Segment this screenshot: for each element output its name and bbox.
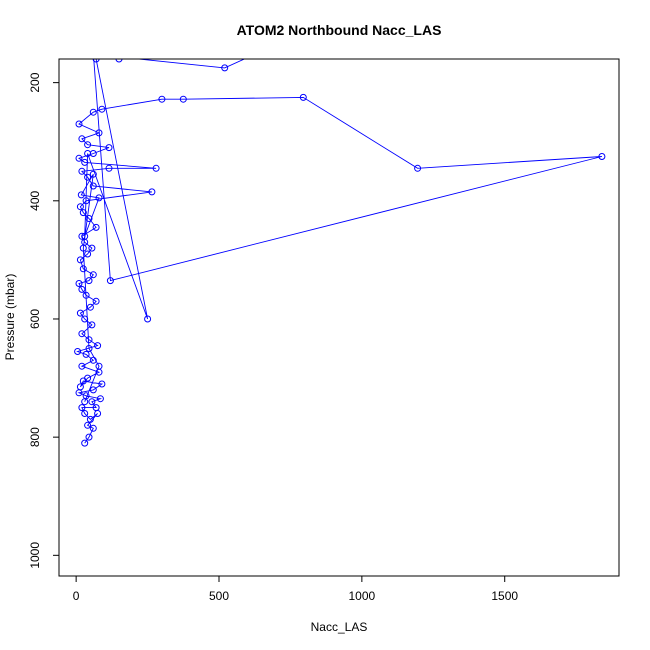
data-point (148, 188, 156, 196)
data-point (95, 129, 103, 137)
data-point (89, 356, 97, 364)
data-point (84, 421, 92, 429)
data-point (598, 153, 606, 160)
chart-title: ATOM2 Northbound Nacc_LAS (237, 22, 442, 38)
data-point (98, 105, 106, 113)
data-point (78, 135, 86, 143)
data-point (105, 144, 113, 152)
data-point (81, 232, 89, 240)
data-point (85, 433, 93, 441)
data-point (89, 424, 97, 432)
x-axis: 0 500 1000 1500 (73, 576, 518, 603)
data-point (81, 398, 89, 406)
data-point (76, 256, 84, 264)
data-point (85, 215, 93, 222)
data-point (92, 297, 100, 305)
data-point (84, 173, 92, 181)
data-point (84, 250, 92, 258)
data-point (105, 164, 113, 172)
data-point (152, 164, 160, 172)
data-point (221, 64, 229, 72)
data-point (81, 158, 89, 166)
y-tick-label: 400 (28, 190, 42, 210)
data-point (89, 271, 97, 279)
y-axis-label: Pressure (mbar) (3, 274, 17, 361)
data-point (95, 362, 103, 370)
data-point (89, 108, 97, 116)
x-tick-label: 500 (209, 589, 229, 603)
data-point (98, 380, 106, 388)
plot-area (74, 59, 606, 447)
data-point (115, 59, 123, 63)
y-tick-label: 800 (28, 427, 42, 447)
data-point (96, 395, 104, 403)
data-point (82, 350, 90, 358)
data-point (84, 141, 92, 149)
data-point (94, 342, 102, 350)
data-point (179, 95, 187, 103)
data-point (75, 154, 83, 162)
data-point (89, 170, 97, 178)
data-point (78, 285, 86, 293)
data-point (299, 93, 307, 101)
y-tick-label: 600 (28, 309, 42, 329)
plot-frame (58, 58, 620, 577)
data-point (89, 182, 97, 190)
y-tick-label: 1000 (28, 542, 42, 569)
data-point (79, 209, 87, 217)
data-point (86, 303, 94, 311)
data-point (77, 191, 85, 199)
data-point (75, 280, 83, 287)
data-point (414, 164, 422, 172)
data-point (95, 194, 103, 202)
series-line (76, 59, 603, 444)
data-point (81, 439, 89, 447)
data-point (158, 95, 166, 103)
data-point (76, 309, 84, 317)
data-point (144, 315, 152, 323)
x-axis-label: Nacc_LAS (311, 620, 368, 634)
data-point (85, 336, 93, 344)
data-point (84, 374, 92, 382)
data-point (85, 277, 93, 285)
y-axis: 200 400 600 800 1000 (28, 72, 59, 569)
data-point (81, 410, 89, 417)
data-point (76, 203, 84, 211)
data-point (88, 321, 96, 329)
data-point (86, 415, 94, 423)
data-point (74, 348, 82, 355)
x-tick-label: 0 (73, 589, 80, 603)
data-point (89, 386, 97, 394)
data-point (82, 291, 90, 299)
data-point (78, 362, 86, 370)
data-point (85, 345, 93, 352)
x-tick-label: 1500 (491, 589, 518, 603)
x-tick-label: 1000 (349, 589, 376, 603)
data-point (92, 223, 100, 231)
data-point (82, 197, 90, 205)
y-tick-label: 200 (28, 72, 42, 92)
data-point (78, 404, 86, 412)
data-point (76, 383, 84, 391)
data-point (78, 167, 86, 175)
data-point (75, 120, 83, 128)
data-point (88, 398, 96, 406)
data-point (106, 277, 114, 285)
data-point (79, 244, 87, 252)
data-point (78, 330, 86, 338)
data-point (79, 265, 87, 273)
data-point (92, 404, 100, 412)
data-point (84, 150, 92, 157)
data-point (81, 315, 89, 323)
data-point (78, 232, 86, 240)
data-point (92, 59, 100, 63)
data-point (88, 244, 96, 252)
